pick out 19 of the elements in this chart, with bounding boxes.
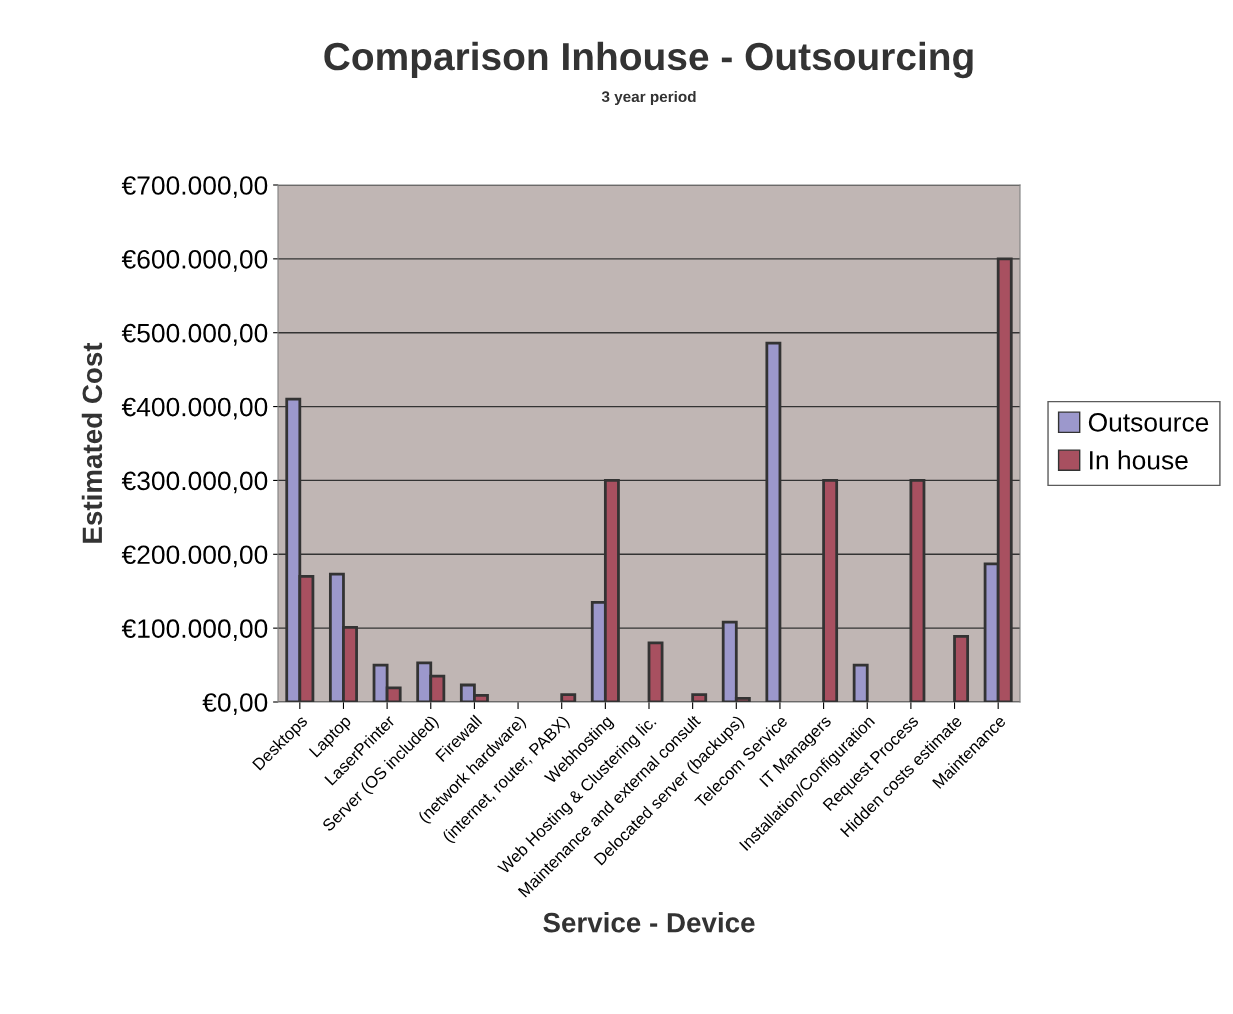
- y-tick-label: €500.000,00: [121, 323, 268, 346]
- bar: [691, 693, 708, 702]
- bar: [647, 641, 664, 702]
- chart-subtitle: 3 year period: [601, 90, 696, 106]
- y-tick-label: €100.000,00: [121, 619, 268, 642]
- legend-label: Outsource: [1088, 413, 1209, 432]
- y-tick-label: €0,00: [202, 693, 268, 715]
- y-tick-label: €300.000,00: [121, 471, 268, 494]
- y-tick-label: €200.000,00: [121, 545, 268, 568]
- y-tick-label: €700.000,00: [121, 176, 268, 198]
- bar: [560, 693, 577, 702]
- y-tick-label: €600.000,00: [121, 249, 268, 272]
- y-axis-title: Estimated Cost: [81, 342, 103, 543]
- y-tick-label: €400.000,00: [121, 397, 268, 420]
- x-axis-title: Service - Device: [543, 912, 755, 933]
- bar: [852, 663, 869, 702]
- legend-label: In house: [1090, 450, 1188, 470]
- bar: [953, 634, 970, 702]
- chart-title: Comparison Inhouse - Outsourcing: [324, 41, 973, 79]
